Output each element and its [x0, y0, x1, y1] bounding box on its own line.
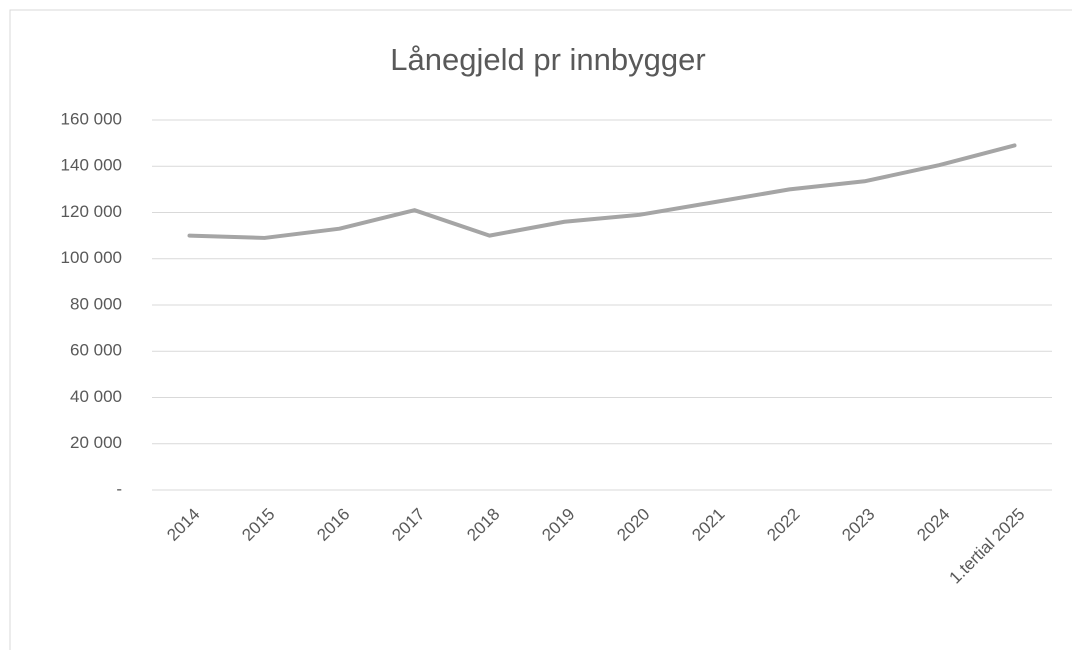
y-tick-label: 140 000 [61, 156, 122, 175]
y-tick-label: 20 000 [70, 433, 122, 452]
x-tick-label: 2017 [388, 505, 428, 545]
x-tick-label: 2014 [163, 505, 203, 545]
x-tick-label: 2022 [763, 505, 803, 545]
y-tick-label: 100 000 [61, 248, 122, 267]
x-tick-label: 2016 [313, 505, 353, 545]
y-tick-label: 60 000 [70, 341, 122, 360]
x-tick-label: 2018 [463, 505, 503, 545]
x-tick-label: 2024 [913, 505, 953, 545]
y-tick-label: 40 000 [70, 387, 122, 406]
x-tick-label: 2015 [238, 505, 278, 545]
line-series [187, 143, 1017, 240]
x-tick-label: 2021 [688, 505, 728, 545]
x-tick-label: 2023 [838, 505, 878, 545]
chart-frame [9, 9, 1072, 650]
chart-title: Lånegjeld pr innbygger [390, 42, 705, 77]
y-tick-label: 120 000 [61, 202, 122, 221]
x-tick-label: 2020 [613, 505, 653, 545]
y-tick-label: 80 000 [70, 294, 122, 313]
y-tick-label: - [116, 479, 122, 498]
y-tick-label: 160 000 [61, 109, 122, 128]
x-tick-label: 2019 [538, 505, 578, 545]
x-tick-label: 1.tertial 2025 [946, 505, 1029, 588]
